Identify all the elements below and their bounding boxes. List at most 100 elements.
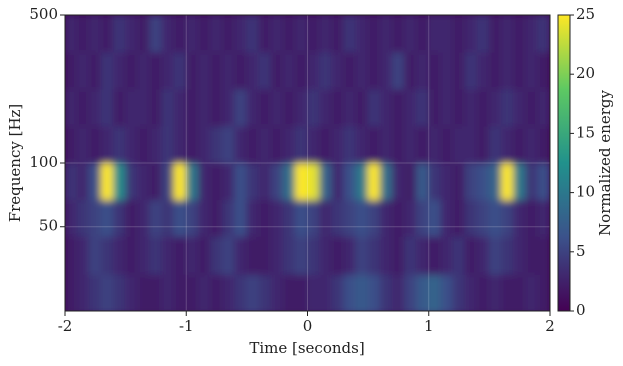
heatmap-cell (537, 15, 550, 53)
heatmap-cell (355, 162, 369, 201)
heatmap-cell (161, 15, 175, 53)
colorbar-tick-label: 5 (576, 242, 586, 260)
heatmap-cell (428, 199, 442, 237)
heatmap-cell (173, 125, 187, 164)
heatmap-cell (537, 125, 550, 164)
heatmap-cell (210, 15, 224, 53)
heatmap-cell (185, 15, 199, 53)
heatmap-cell (100, 199, 114, 237)
heatmap-cell (210, 88, 224, 127)
heatmap-cell (537, 273, 550, 311)
heatmap-cell (234, 88, 248, 127)
x-tick-label: 0 (303, 317, 313, 335)
heatmap-cell (149, 199, 163, 237)
heatmap-cell (488, 125, 502, 164)
heatmap-cell (513, 162, 527, 201)
heatmap-cell (173, 51, 187, 90)
heatmap-cell (258, 51, 272, 90)
heatmap-cell (476, 273, 490, 311)
heatmap-cell (416, 88, 430, 127)
heatmap-cell (440, 15, 454, 53)
heatmap-cell (331, 88, 345, 127)
heatmap-cell (258, 162, 272, 201)
heatmap-cell (440, 51, 454, 90)
heatmap-cell (161, 273, 175, 311)
heatmap-cell (222, 15, 236, 53)
heatmap-cell (452, 51, 466, 90)
heatmap-cell (428, 235, 442, 275)
heatmap-cell (440, 273, 454, 311)
y-tick-label: 500 (29, 5, 58, 23)
heatmap-cell (246, 273, 260, 311)
heatmap-cell (137, 235, 151, 275)
heatmap-cell (319, 235, 333, 275)
heatmap-cell (270, 88, 284, 127)
heatmap-cell (343, 162, 357, 201)
heatmap-cell (234, 15, 248, 53)
heatmap-cell (404, 125, 418, 164)
heatmap-cell (428, 273, 442, 311)
heatmap-cell (488, 15, 502, 53)
heatmap-cell (391, 51, 405, 90)
heatmap-cell (234, 51, 248, 90)
heatmap-cell (210, 162, 224, 201)
heatmap-cell (76, 199, 90, 237)
heatmap-cell (88, 199, 102, 237)
heatmap-cell (307, 125, 321, 164)
heatmap-cell (501, 88, 515, 127)
heatmap-cell (246, 162, 260, 201)
heatmap-cell (319, 162, 333, 201)
heatmap-cell (501, 199, 515, 237)
heatmap-cell (452, 15, 466, 53)
heatmap-cell (210, 235, 224, 275)
heatmap-cell (197, 88, 211, 127)
heatmap-cell (270, 273, 284, 311)
heatmap-cell (525, 235, 539, 275)
heatmap-cell (501, 51, 515, 90)
heatmap-cell (488, 51, 502, 90)
heatmap-cell (149, 162, 163, 201)
heatmap-cell (246, 199, 260, 237)
heatmap-cell (113, 51, 127, 90)
heatmap-cell (525, 162, 539, 201)
heatmap-cell (525, 15, 539, 53)
heatmap-cell (149, 88, 163, 127)
heatmap-cell (100, 15, 114, 53)
heatmap-cell (355, 51, 369, 90)
heatmap-cell (452, 273, 466, 311)
heatmap-cell (270, 51, 284, 90)
heatmap-cell (173, 199, 187, 237)
heatmap-cell (416, 273, 430, 311)
heatmap-cell (222, 162, 236, 201)
heatmap-cell (197, 235, 211, 275)
heatmap-cell (404, 88, 418, 127)
heatmap-cell (246, 125, 260, 164)
heatmap-cell (222, 88, 236, 127)
heatmap-cell (416, 235, 430, 275)
heatmap-cell (125, 235, 139, 275)
y-tick-label: 100 (29, 153, 58, 171)
heatmap-cell (525, 51, 539, 90)
heatmap-cell (88, 15, 102, 53)
heatmap-cell (537, 162, 550, 201)
heatmap-cell (307, 51, 321, 90)
heatmap-cell (65, 162, 78, 201)
heatmap-cell (343, 273, 357, 311)
heatmap-cell (161, 51, 175, 90)
heatmap-cell (343, 125, 357, 164)
colorbar-tick-label: 20 (576, 64, 595, 82)
heatmap-cell (307, 15, 321, 53)
heatmap-cell (404, 235, 418, 275)
heatmap-cell (100, 51, 114, 90)
heatmap-cell (137, 15, 151, 53)
heatmap-cell (367, 51, 381, 90)
heatmap-cell (65, 15, 78, 53)
heatmap-cell (125, 51, 139, 90)
heatmap-cell (234, 235, 248, 275)
heatmap-cell (149, 125, 163, 164)
heatmap-cell (428, 15, 442, 53)
heatmap-cell (113, 162, 127, 201)
heatmap-cell (488, 273, 502, 311)
heatmap-cell (307, 162, 321, 201)
